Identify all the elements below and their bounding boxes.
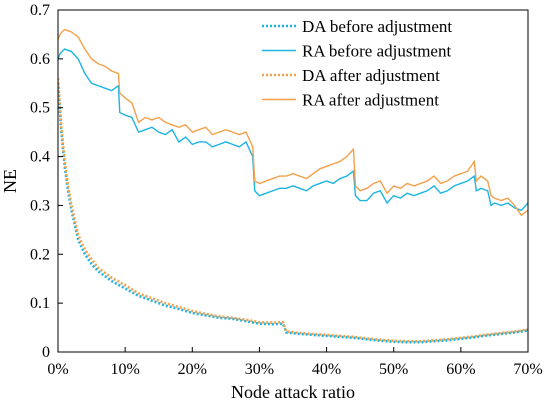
series-layer <box>58 28 528 344</box>
plot-frame <box>57 9 529 353</box>
x-tick-label: 30% <box>245 361 274 378</box>
y-tick-label: 0.2 <box>30 246 50 263</box>
series-line-2 <box>58 48 528 212</box>
x-tick-label: 50% <box>379 361 408 378</box>
series-line-3 <box>58 78 528 343</box>
y-tick-label: 0.5 <box>30 100 50 117</box>
y-tick-label: 0 <box>42 344 50 361</box>
legend-label: RA before adjustment <box>302 42 451 61</box>
x-tick-label: 40% <box>312 361 341 378</box>
axes-layer <box>57 9 529 353</box>
x-axis-title: Node attack ratio <box>231 382 355 402</box>
legend-label: DA before adjustment <box>302 17 452 36</box>
x-tick-label: 60% <box>446 361 475 378</box>
y-tick-label: 0.6 <box>30 51 50 68</box>
series-line-1 <box>58 83 528 344</box>
y-tick-label: 0.1 <box>30 295 50 312</box>
y-tick-label: 0.3 <box>30 197 50 214</box>
ticks-layer: 0% 10% 20% 30% 40% 50% 60% 70% 0 0.1 0.2 0.3 0.4 0.5 0… <box>30 2 543 378</box>
x-tick-label: 0% <box>47 361 68 378</box>
legend-label: RA after adjustment <box>302 91 439 110</box>
y-tick-label: 0.7 <box>30 2 50 19</box>
legend-label: DA after adjustment <box>302 66 440 85</box>
x-tick-label: 10% <box>110 361 139 378</box>
x-tick-label: 20% <box>178 361 207 378</box>
y-axis-title: NE <box>0 169 20 193</box>
series-line-4 <box>58 28 528 217</box>
legend: DA before adjustment RA before adjustment… <box>262 17 452 110</box>
y-tick-label: 0.4 <box>30 149 50 166</box>
x-tick-label: 70% <box>513 361 542 378</box>
